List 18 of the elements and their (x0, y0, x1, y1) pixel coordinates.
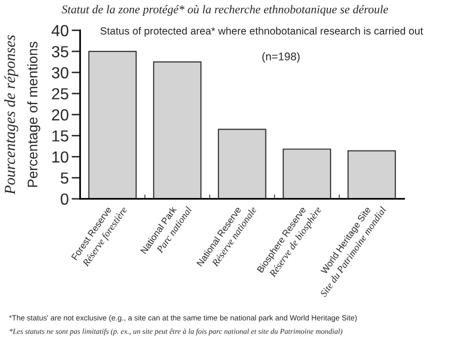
y-axis-title: Pourcentages de réponses Percentage of mentions (4, 35, 40, 195)
chart-subtitle: Status of protected area* where ethnobotanical research is carried out (100, 26, 424, 37)
bar (88, 50, 137, 199)
y-tick-label: 10 (52, 151, 68, 163)
annotation: (n=198) (262, 52, 300, 63)
bar (282, 148, 332, 199)
bar (153, 61, 202, 199)
y-tick-label: 25 (52, 88, 68, 100)
y-tick-label: 0 (60, 193, 68, 205)
y-tick-label: 5 (60, 172, 68, 184)
y-tick-label: 30 (52, 67, 68, 78)
y-tick-label: 40 (52, 24, 68, 36)
y-tick-label: 20 (52, 109, 68, 121)
y-tick-label: 35 (52, 46, 68, 58)
bar (347, 150, 396, 199)
chart-title: Statut de la zone protégé* où la recherche ethnobotanique se déroule (62, 5, 388, 16)
bar (218, 128, 266, 199)
y-tick-label: 15 (52, 130, 68, 142)
